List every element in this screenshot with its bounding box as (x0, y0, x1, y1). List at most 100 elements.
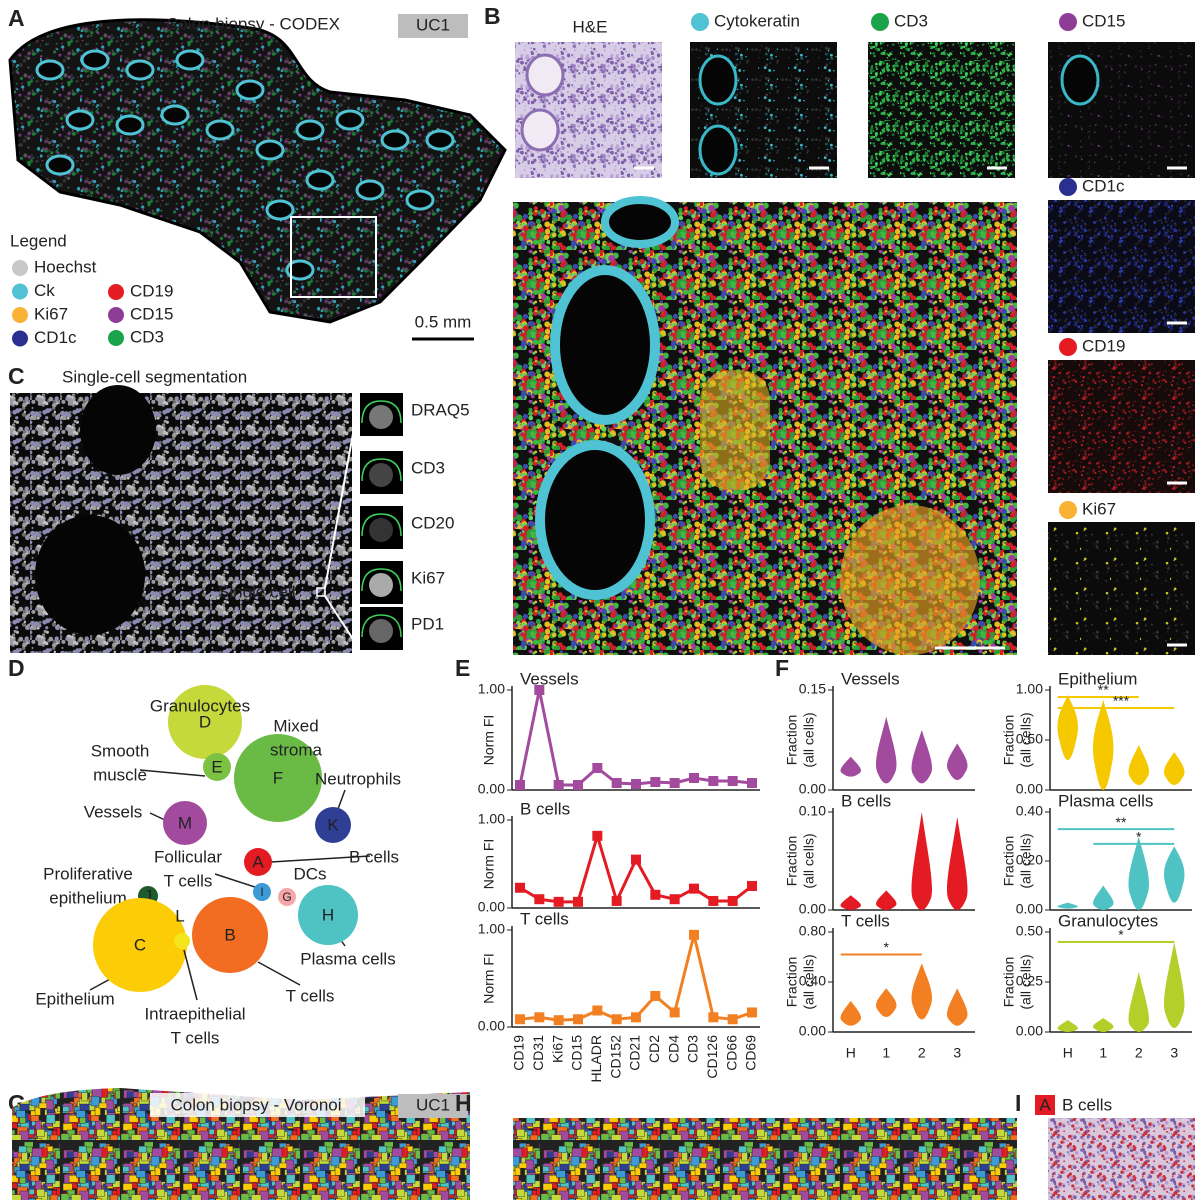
inset-cell (369, 619, 393, 643)
marker (669, 778, 680, 788)
pointer-label: Single cell (218, 582, 296, 601)
marker (573, 896, 583, 907)
leader (89, 977, 113, 991)
y-axis-label: Fraction (784, 715, 800, 766)
connector (324, 595, 361, 651)
zoom-box (290, 216, 377, 298)
x-tick-label: CD3 (685, 1035, 701, 1063)
violin (911, 812, 932, 910)
violin (876, 890, 897, 910)
single-cell-box (316, 587, 326, 597)
node-letter: L (175, 906, 184, 925)
violin (840, 895, 861, 910)
node-letter: A (252, 852, 264, 871)
y-axis-label: Fraction (1001, 836, 1017, 887)
key-swatch (1035, 1095, 1055, 1115)
crypt (698, 124, 738, 176)
crypt (425, 129, 455, 151)
void (35, 515, 145, 635)
marker (515, 780, 525, 790)
node-letter: F (273, 768, 283, 787)
voronoi-image (513, 1118, 1017, 1200)
marker (592, 763, 603, 773)
node-label: muscle (93, 765, 147, 784)
series-line (518, 689, 753, 787)
x-tick-label: CD126 (704, 1035, 720, 1079)
x-tick-label: Ki67 (549, 1035, 565, 1063)
violin (947, 816, 968, 910)
channel-swatch (1059, 178, 1077, 196)
y-axis-label: (all cells) (801, 712, 817, 767)
x-tick-label: H (846, 1045, 856, 1061)
significance-label: *** (1113, 693, 1130, 709)
legend-label: Ki67 (34, 304, 68, 323)
cluster-node (278, 888, 296, 906)
y-tick-label: 0.00 (1016, 901, 1043, 917)
legend-swatch (108, 330, 124, 346)
y-tick-label: 0.40 (799, 973, 826, 989)
cluster-node (174, 933, 190, 949)
inset-cell (369, 405, 393, 429)
marker (534, 1012, 545, 1023)
channel-label: CD3 (894, 11, 928, 30)
image (1048, 200, 1195, 333)
y-tick-label: 0.50 (1016, 923, 1043, 939)
y-tick-label: 0.00 (1016, 1023, 1043, 1039)
y-axis-label: (all cells) (1018, 712, 1034, 767)
y-axis-label: Norm FI (481, 715, 497, 766)
panel-title: Colon biopsy - CODEX (166, 14, 340, 33)
crypt (235, 79, 265, 101)
y-axis-label: (all cells) (1018, 954, 1034, 1009)
node-label: T cells (164, 871, 213, 890)
crypt (160, 104, 190, 126)
node-label: Smooth (91, 741, 150, 760)
image (1048, 360, 1195, 493)
title-bg (150, 1093, 365, 1117)
y-tick-label: 0.40 (1016, 803, 1043, 819)
marker (631, 1012, 641, 1023)
inset-label: PD1 (411, 614, 444, 633)
cluster-node (253, 883, 271, 901)
cluster-node (168, 685, 242, 759)
cluster-node (163, 801, 207, 845)
leader (149, 812, 166, 821)
node-letter: H (322, 905, 334, 924)
node-letter: J (144, 886, 153, 905)
segmentation (361, 513, 402, 537)
leader (337, 789, 346, 810)
marker (631, 779, 641, 789)
x-tick-label: CD31 (530, 1035, 546, 1071)
marker (689, 883, 699, 894)
crypt (1060, 54, 1100, 106)
crypt (295, 119, 325, 141)
channel-swatch (871, 13, 889, 31)
significance-label: ** (1098, 682, 1109, 698)
violin (1093, 885, 1114, 910)
node-label: stroma (270, 740, 323, 759)
channel-label: CD15 (1082, 11, 1125, 30)
crypt (255, 139, 285, 161)
cluster-node (93, 898, 187, 992)
x-tick-label: 2 (1135, 1045, 1143, 1061)
channel-swatch (691, 13, 709, 31)
segmentation (361, 400, 402, 424)
segmentation (361, 458, 402, 482)
significance-label: * (1118, 927, 1124, 943)
channel-label: CD1c (1082, 176, 1125, 195)
marker (708, 776, 719, 786)
crypt (355, 179, 385, 201)
cluster-node (244, 848, 272, 876)
scale-label: 0.5 mm (415, 312, 472, 331)
y-tick-label: 0.00 (799, 1023, 826, 1039)
panel-label: A (8, 5, 25, 31)
marker (592, 830, 603, 841)
node-letter: M (178, 813, 192, 832)
panel-title: Single-cell segmentation (62, 367, 247, 386)
node-letter: I (260, 885, 263, 899)
x-tick-label: CD2 (646, 1035, 662, 1063)
y-tick-label: 0.00 (478, 899, 505, 915)
y-tick-label: 0.00 (799, 781, 826, 797)
marker (650, 777, 661, 787)
y-tick-label: 0.00 (799, 901, 826, 917)
marker (669, 894, 680, 905)
